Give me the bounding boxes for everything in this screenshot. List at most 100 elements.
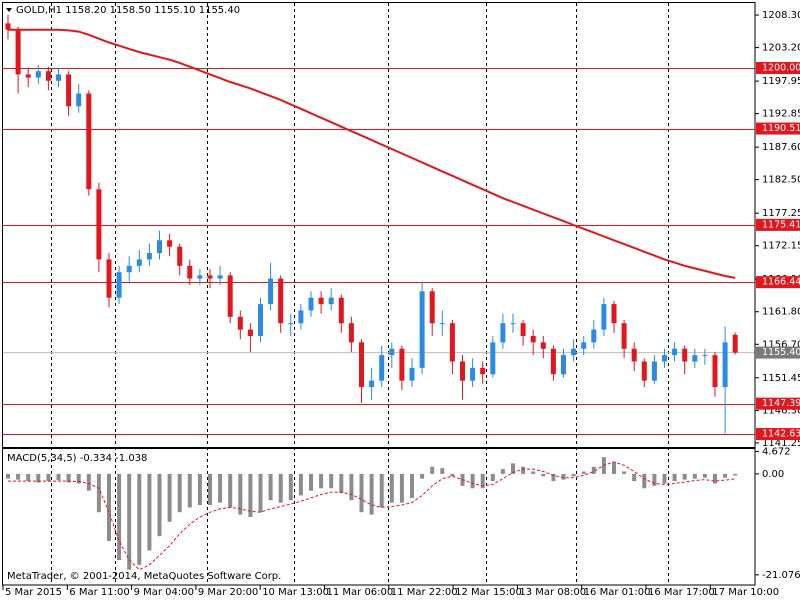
candle-body (288, 323, 294, 325)
x-tick-label: 16 Mar 17:00 (648, 587, 715, 598)
candle-body (167, 240, 173, 247)
y-tick-label: 1141.25 (762, 438, 800, 449)
histogram-bar (26, 473, 31, 482)
y-tick-label: 1197.95 (762, 76, 800, 87)
candle-body (207, 275, 213, 279)
candle-body (561, 355, 566, 375)
candle-body (550, 348, 556, 375)
histogram-bar (6, 473, 10, 479)
histogram-bar (238, 473, 243, 515)
histogram-bar (440, 468, 445, 474)
histogram-bar (672, 473, 677, 482)
candle-body (56, 74, 61, 81)
histogram-bar (379, 473, 384, 508)
candle-body (187, 265, 193, 279)
candle-body (278, 278, 284, 324)
x-tick-label: 12 Mar 15:00 (455, 587, 522, 598)
histogram-bar (723, 473, 728, 478)
candle-body (106, 259, 112, 298)
candle-body (520, 323, 526, 336)
histogram-bar (652, 473, 657, 486)
x-tick-label: 6 Mar 11:00 (69, 587, 129, 598)
histogram-bar (117, 473, 122, 561)
histogram-bar (692, 473, 697, 479)
x-tick-label: 9 Mar 20:00 (198, 587, 258, 598)
histogram-bar (713, 473, 717, 484)
histogram-bar (591, 466, 596, 474)
level-label-box (756, 218, 800, 231)
price-frame (2, 2, 756, 448)
histogram-bar (208, 473, 212, 506)
candle-body (692, 355, 698, 362)
level-label-box (756, 428, 800, 441)
candle-body (348, 323, 354, 343)
candle-body (611, 304, 617, 324)
price-panel (3, 15, 755, 435)
candle-body (429, 291, 435, 324)
histogram-bar (187, 473, 192, 508)
macd-title: MACD(5,34,5) -0.334 -1.038 (7, 453, 147, 464)
candle-body (672, 348, 678, 356)
histogram-bar (733, 473, 738, 476)
histogram-bar (268, 473, 273, 501)
candle-body (96, 189, 102, 260)
menu-arrow[interactable] (6, 8, 12, 12)
y-tick-label: 1151.45 (762, 373, 800, 384)
candle-body (460, 361, 465, 381)
candle-body (5, 23, 11, 30)
candle-body (136, 259, 142, 266)
level-label: 1147.39 (762, 398, 800, 409)
histogram-bar (197, 473, 202, 506)
level-label-box (756, 122, 800, 135)
candle-body (227, 275, 233, 317)
macd-frame (2, 448, 756, 586)
histogram-bar (177, 473, 182, 513)
histogram-bar (137, 473, 142, 565)
histogram-bar (571, 473, 576, 477)
candle-body (369, 380, 375, 388)
histogram-bar (511, 463, 515, 474)
histogram-bar (662, 473, 667, 484)
candle-body (258, 304, 263, 336)
y-tick-label: 1208.30 (762, 10, 800, 21)
candle-body (409, 367, 415, 381)
histogram-bar (147, 473, 152, 551)
candle-body (197, 275, 203, 279)
candle-body (217, 275, 223, 279)
histogram-bar (76, 473, 81, 484)
histogram-bar (349, 473, 354, 501)
histogram-bar (490, 473, 495, 482)
candle-body (389, 348, 395, 356)
signal-line (8, 461, 736, 571)
level-label-box (756, 62, 800, 75)
level-label: 1175.41 (762, 219, 800, 230)
y-tick-label: 1172.15 (762, 241, 800, 252)
histogram-bar (309, 473, 313, 491)
histogram-bar (521, 466, 526, 474)
histogram-bar (551, 473, 556, 482)
price-label: 1155.40 (762, 347, 800, 358)
candle-body (338, 297, 344, 324)
candle-body (177, 246, 183, 266)
histogram-bar (531, 471, 536, 474)
candle-body (490, 342, 496, 375)
x-tick-label: 10 Mar 13:00 (262, 587, 329, 598)
histogram-bar (319, 473, 324, 489)
candle-body (76, 93, 82, 107)
y-tick-label: 4.672 (762, 447, 791, 458)
histogram-bar (480, 473, 485, 489)
histogram-bar (642, 473, 647, 489)
histogram-bar (16, 473, 21, 480)
level-label: 1190.51 (762, 123, 800, 134)
histogram-bar (167, 473, 172, 522)
histogram-bar (561, 473, 566, 480)
candle-body (146, 253, 152, 260)
candle-body (45, 71, 51, 81)
y-tick-label: 1182.50 (762, 175, 800, 186)
level-label-box (756, 397, 800, 410)
y-tick-label: 1187.60 (762, 142, 800, 153)
candle-body (126, 265, 132, 273)
day-separators (51, 3, 669, 585)
histogram-bar (107, 473, 111, 541)
candle-body (540, 342, 546, 349)
